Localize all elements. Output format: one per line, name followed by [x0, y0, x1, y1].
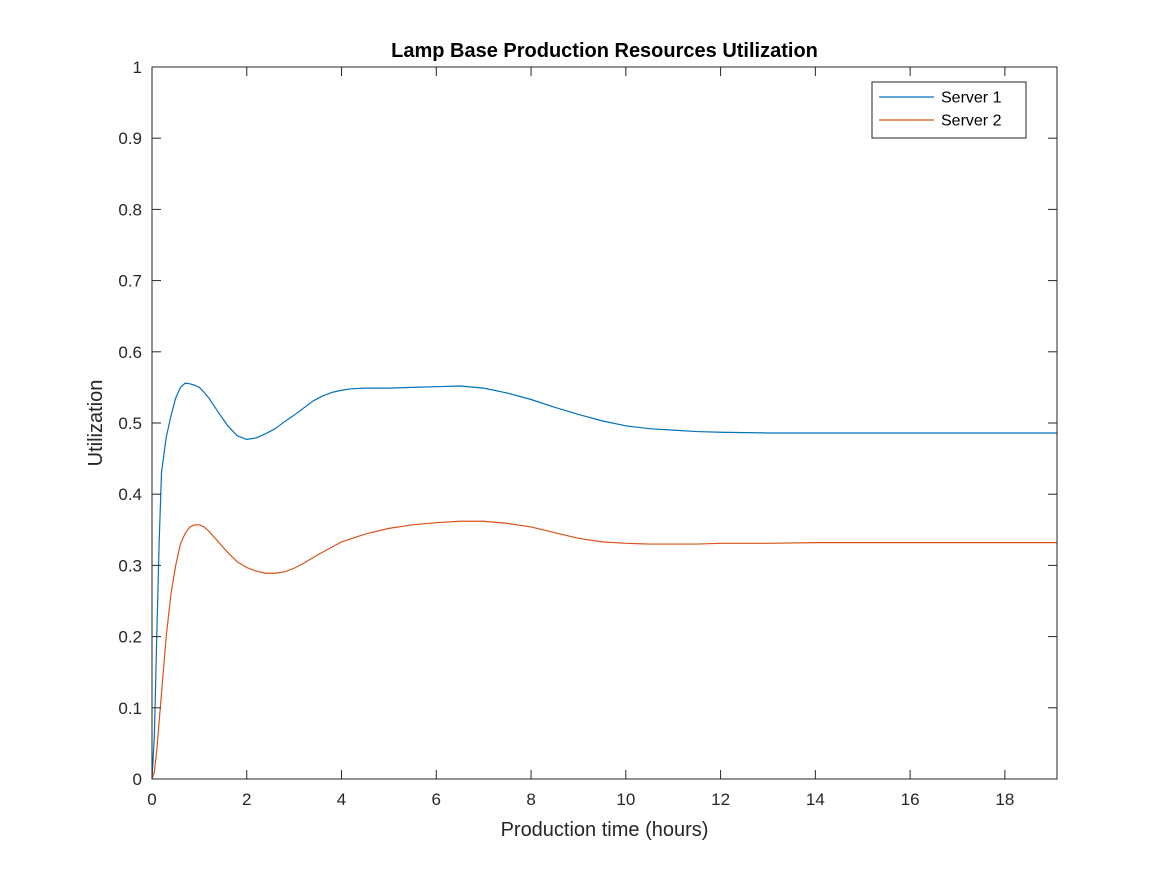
y-tick-label: 0.5 — [118, 414, 142, 433]
x-tick-label: 10 — [616, 790, 635, 809]
legend-items: Server 1 Server 2 — [879, 90, 1002, 130]
y-tick-label: 0.4 — [118, 485, 142, 504]
x-axis-label: Production time (hours) — [501, 819, 709, 841]
y-tick-label: 0.7 — [118, 272, 142, 291]
y-tick-label: 0.9 — [118, 129, 142, 148]
x-tick-label: 2 — [242, 790, 251, 809]
x-tick-label: 14 — [806, 790, 825, 809]
x-tick-label: 4 — [337, 790, 346, 809]
x-tick-label: 12 — [711, 790, 730, 809]
legend-label-2: Server 2 — [941, 113, 1002, 130]
y-tick-label: 1 — [133, 58, 142, 77]
y-tick-label: 0 — [133, 770, 142, 789]
y-tick-label: 0.2 — [118, 628, 142, 647]
series-line-1 — [151, 382, 1057, 780]
x-tick-label: 18 — [995, 790, 1014, 809]
plot-area — [152, 67, 1057, 779]
x-tick-label: 6 — [432, 790, 441, 809]
y-tick-label: 0.8 — [118, 200, 142, 219]
y-tick-label: 0.1 — [118, 699, 142, 718]
legend-box — [871, 81, 1027, 139]
y-tick-label: 0.6 — [118, 343, 142, 362]
series-line-2 — [151, 520, 1057, 780]
legend-label-1: Server 1 — [941, 90, 1002, 107]
x-tick-label: 16 — [901, 790, 920, 809]
legend: Server 1 Server 2 — [871, 81, 1027, 139]
tick-layer: 0 2 4 6 8 10 12 14 16 18 0 0.1 0.2 0.3 0.4 0.5 0.6 0.7 0.8… — [118, 58, 1057, 809]
series-layer — [151, 382, 1057, 780]
chart-title: Lamp Base Production Resources Utilizati… — [391, 40, 818, 62]
y-tick-label: 0.3 — [118, 556, 142, 575]
x-tick-label: 0 — [147, 790, 156, 809]
y-axis-label: Utilization — [85, 380, 107, 467]
x-tick-label: 8 — [526, 790, 535, 809]
